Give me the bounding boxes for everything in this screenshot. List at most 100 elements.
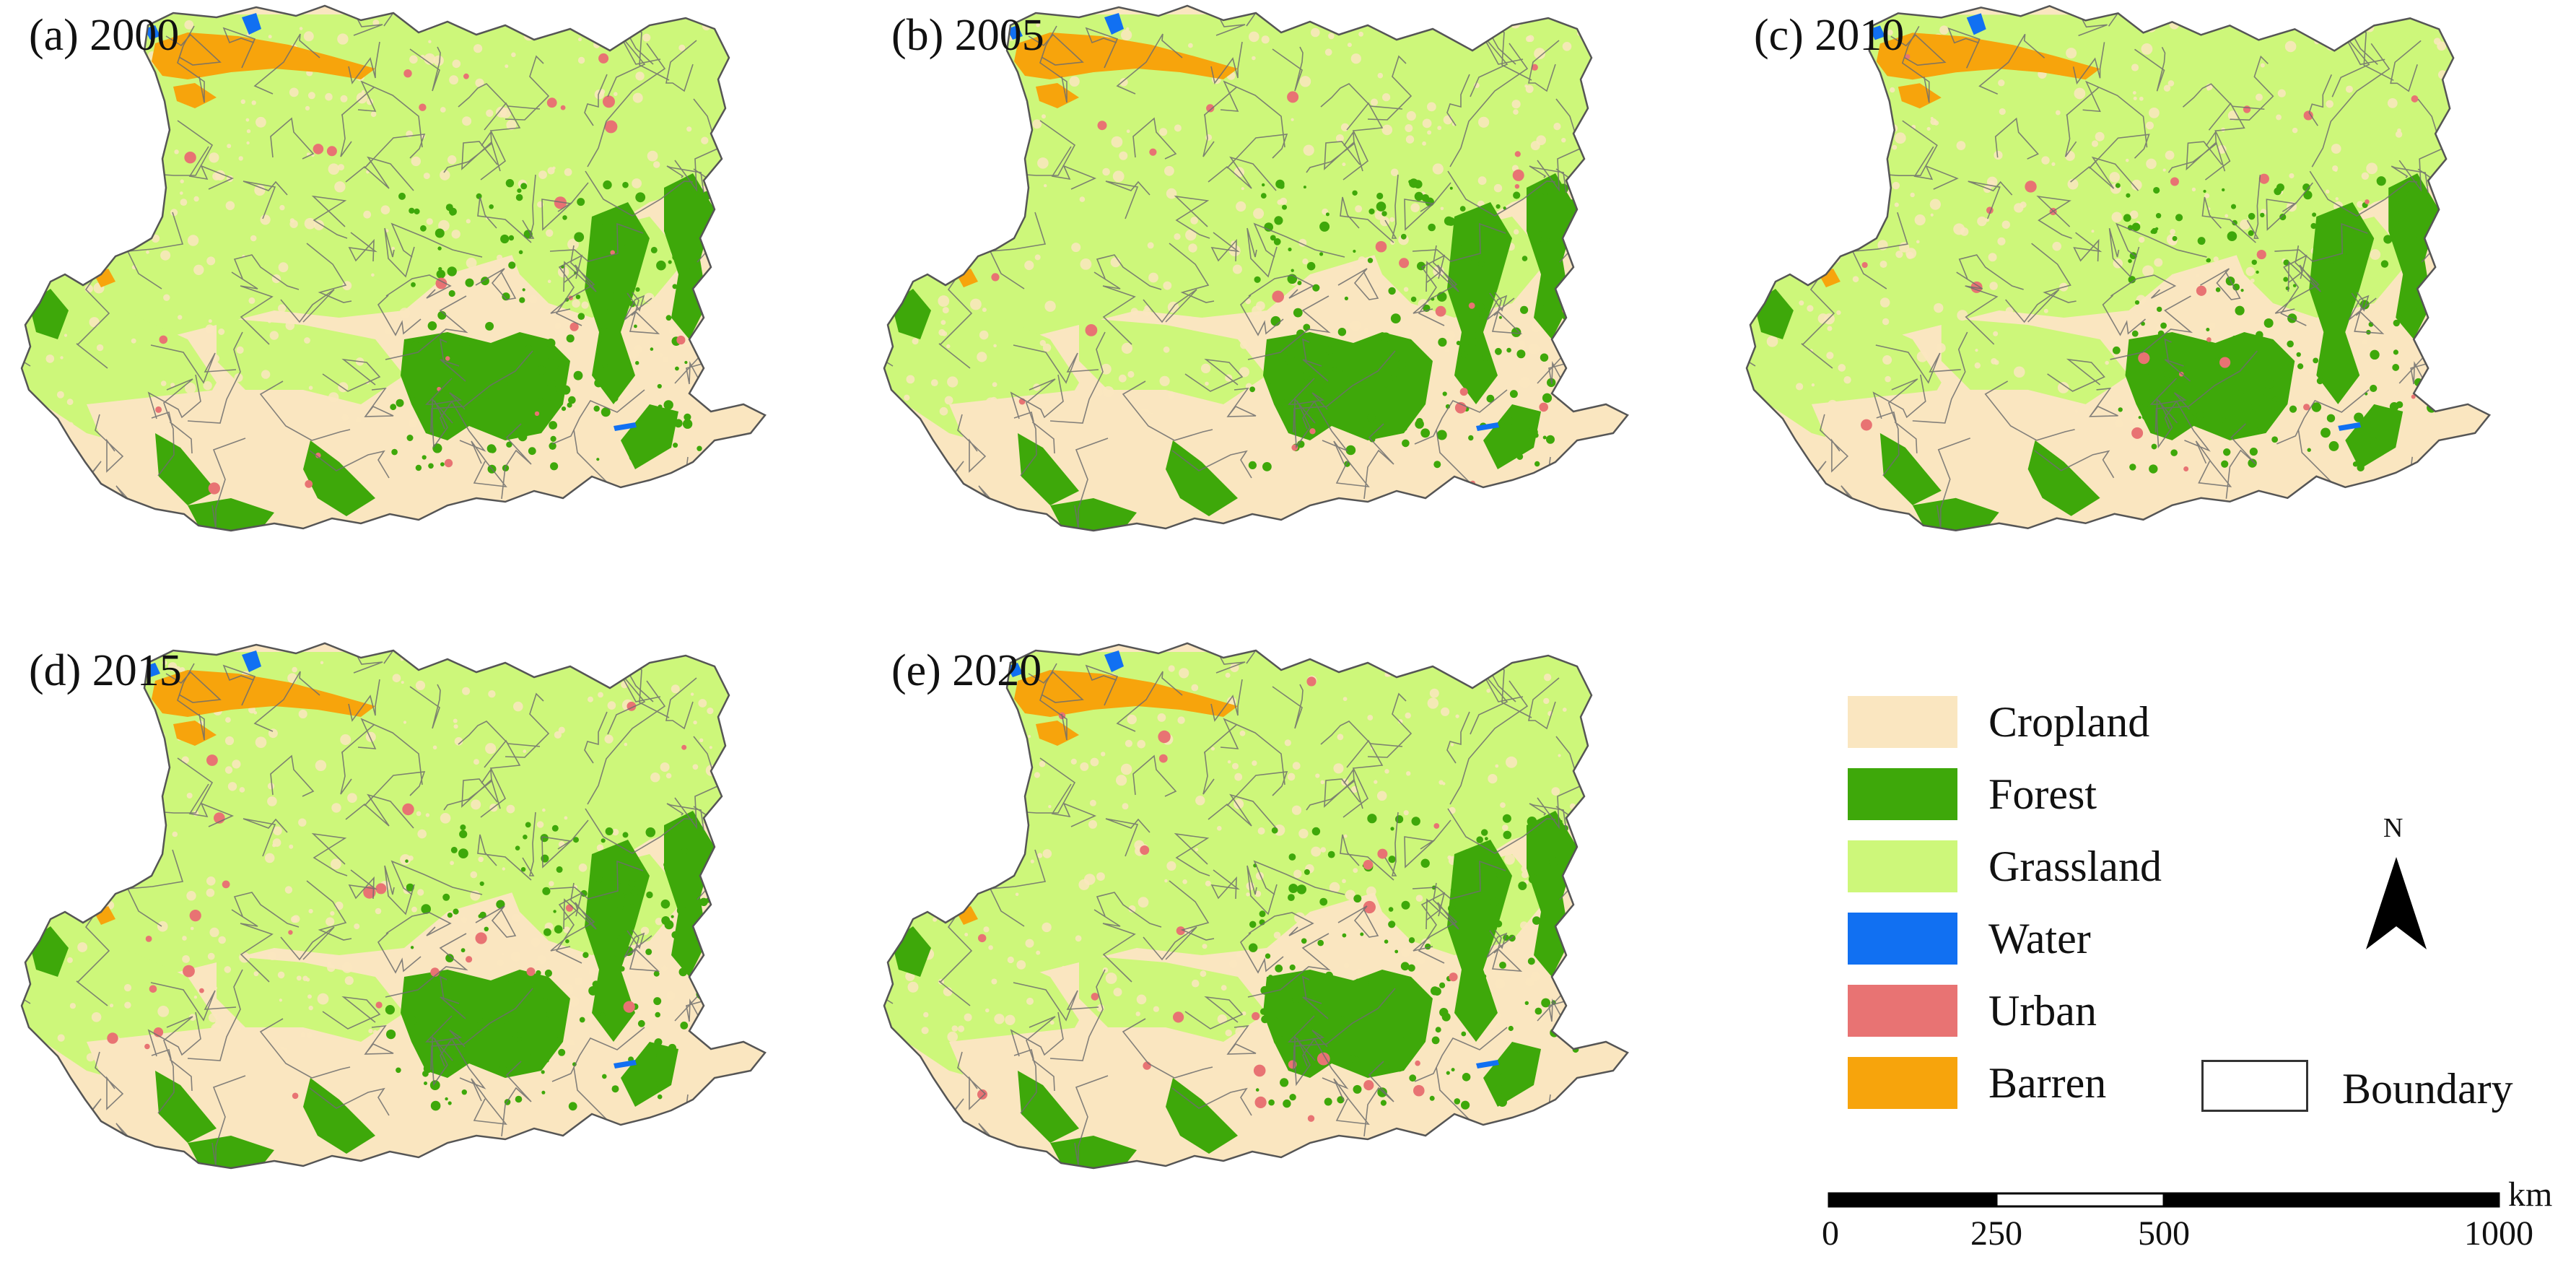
forest-area — [1263, 332, 1433, 440]
map-panel-2010: (c) 2010 — [1725, 0, 2576, 635]
county-boundaries — [22, 643, 727, 1168]
north-arrow: N — [2360, 812, 2432, 964]
urban-area — [1091, 993, 1099, 1001]
urban-area — [222, 880, 230, 889]
urban-area — [155, 406, 162, 413]
urban-area — [149, 985, 157, 993]
legend-label: Water — [1988, 915, 2091, 962]
forest-area — [1483, 404, 1541, 469]
urban-area — [1149, 148, 1157, 156]
urban-area — [183, 965, 195, 978]
barren-area — [1036, 721, 1079, 746]
urban-area — [313, 144, 324, 155]
scale-tick-label: 1000 — [2464, 1214, 2533, 1253]
urban-area — [1512, 169, 1524, 181]
urban-area — [1539, 402, 1548, 412]
panel-label: (d) 2015 — [29, 646, 182, 695]
urban-area — [475, 932, 487, 944]
urban-area — [199, 988, 204, 993]
urban-area — [1158, 754, 1168, 763]
urban-area — [159, 335, 168, 344]
urban-area — [1514, 151, 1521, 157]
water-body — [1104, 650, 1124, 672]
urban-area — [1970, 281, 1983, 293]
barren-area — [152, 32, 375, 79]
forest-area — [155, 433, 217, 505]
urban-area — [1254, 1096, 1267, 1108]
scale-bar-graphic — [1828, 1192, 2500, 1208]
urban-area — [463, 73, 469, 79]
urban-area — [419, 103, 427, 111]
urban-area — [554, 196, 567, 209]
scale-unit-label: km — [2508, 1175, 2553, 1214]
urban-area — [1363, 1080, 1374, 1091]
urban-area — [603, 95, 615, 108]
urban-area — [1377, 848, 1388, 859]
water-body — [1476, 422, 1499, 431]
urban-area — [1459, 388, 1468, 396]
urban-area — [189, 910, 201, 922]
water-body — [1104, 13, 1124, 35]
urban-area — [1363, 860, 1374, 870]
urban-area — [444, 458, 453, 468]
urban-area — [1206, 104, 1215, 113]
map-panel-2000: (a) 2000 — [0, 0, 852, 635]
barren-area — [1036, 83, 1079, 108]
forest-area — [188, 498, 274, 531]
urban-area — [375, 883, 387, 895]
urban-area — [1317, 1052, 1330, 1066]
legend-swatch — [1848, 840, 1957, 892]
legend-swatch — [1848, 913, 1957, 965]
panel-label: (a) 2000 — [29, 11, 180, 60]
urban-area — [2131, 427, 2144, 439]
water-body — [722, 817, 729, 827]
land-use-map — [883, 642, 1629, 1170]
legend-swatch — [1848, 1057, 1957, 1109]
urban-area — [710, 1017, 717, 1024]
urban-area — [2196, 285, 2207, 296]
urban-area — [403, 69, 412, 78]
scale-tick-label: 250 — [1970, 1214, 2022, 1253]
urban-area — [145, 936, 152, 942]
urban-area — [2411, 394, 2416, 399]
forest-area — [621, 1042, 678, 1107]
barren-area — [1014, 32, 1238, 79]
urban-area — [981, 816, 989, 823]
urban-area — [569, 322, 579, 331]
urban-area — [2303, 110, 2313, 121]
urban-area — [466, 956, 473, 963]
urban-area — [288, 930, 293, 935]
region-outline — [883, 4, 1629, 532]
legend-swatch — [1848, 768, 1957, 820]
land-use-map — [20, 4, 767, 532]
legend-swatch — [1848, 985, 1957, 1037]
urban-area — [534, 411, 540, 417]
water-body — [1966, 13, 1986, 35]
urban-area — [1449, 972, 1458, 982]
urban-area — [623, 1001, 635, 1013]
barren-area — [152, 670, 375, 717]
urban-area — [1413, 1084, 1425, 1097]
urban-area — [1399, 258, 1410, 269]
urban-area — [1173, 1011, 1184, 1023]
barren-area — [1898, 83, 1942, 109]
urban-area — [1531, 64, 1538, 71]
water-body — [614, 1060, 637, 1069]
boundary-swatch — [2201, 1060, 2308, 1112]
region-outline — [1745, 5, 2492, 532]
barren-area — [173, 721, 217, 746]
urban-area — [2411, 95, 2419, 103]
water-body — [2446, 179, 2454, 190]
urban-area — [2219, 357, 2231, 368]
forest-area — [585, 202, 650, 404]
urban-area — [560, 105, 566, 110]
urban-area — [363, 886, 376, 899]
urban-area — [604, 120, 618, 134]
urban-area — [2183, 466, 2189, 472]
land-use-map — [883, 4, 1629, 532]
urban-area — [435, 277, 447, 290]
urban-area — [1309, 428, 1316, 435]
forest-area — [2345, 404, 2403, 469]
water-body — [242, 650, 261, 672]
urban-area — [2258, 173, 2269, 184]
